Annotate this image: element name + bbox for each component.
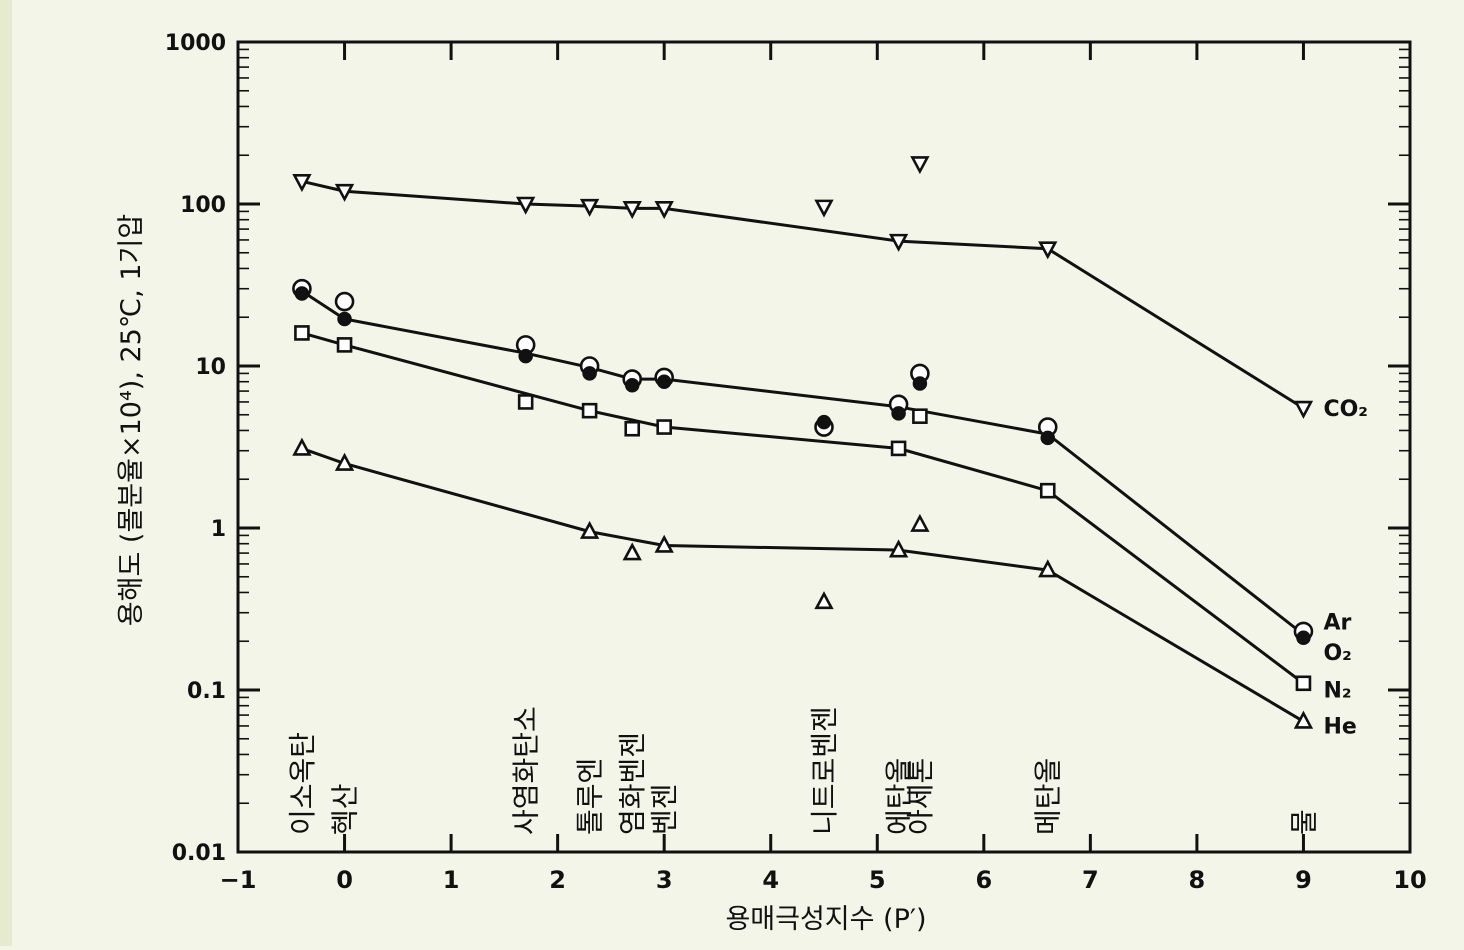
series-label: Ar <box>1323 610 1351 635</box>
solvent-label: 염화벤젠 <box>616 732 649 835</box>
data-point <box>814 199 834 218</box>
data-point <box>656 374 672 389</box>
data-point <box>1038 559 1058 578</box>
data-point <box>622 542 642 561</box>
solvent-label: 이소옥탄 <box>286 732 319 835</box>
solvent-label: 물 <box>1287 809 1320 835</box>
series-label: O₂ <box>1323 641 1351 666</box>
data-point <box>656 419 672 435</box>
x-tick-label: 5 <box>869 866 886 894</box>
data-point <box>337 311 352 327</box>
data-point <box>579 520 600 539</box>
data-point <box>1296 630 1311 646</box>
y-axis-title: 용해도 (몰분율×10⁴), 25℃, 1기압 <box>116 214 147 626</box>
solvent-label: 벤젠 <box>648 783 681 835</box>
x-tick-label: 10 <box>1393 866 1426 894</box>
y-tick-label: 0.1 <box>187 679 226 704</box>
data-point <box>516 196 536 215</box>
data-point <box>910 513 930 532</box>
x-tick-label: 2 <box>549 866 566 894</box>
data-point <box>292 174 312 193</box>
solvent-label: 니트로벤젠 <box>808 706 841 835</box>
data-point <box>888 233 909 252</box>
y-tick-label: 1 <box>211 517 226 542</box>
data-point <box>1040 430 1055 446</box>
series-label: N₂ <box>1323 678 1351 703</box>
left-decorative-strip <box>0 0 12 946</box>
x-tick-label: −1 <box>220 866 257 894</box>
data-point <box>294 325 310 341</box>
data-point <box>624 378 640 393</box>
data-point <box>334 183 355 202</box>
data-point <box>1039 482 1056 499</box>
y-tick-label: 1000 <box>165 31 226 56</box>
data-point <box>1038 241 1058 260</box>
data-point <box>579 198 600 217</box>
data-point <box>910 156 930 175</box>
solvent-label: 사염화탄소 <box>510 706 543 835</box>
x-tick-label: 1 <box>443 866 460 894</box>
data-point <box>624 420 641 437</box>
data-point <box>581 402 598 419</box>
data-point <box>582 366 597 381</box>
data-marks-layer <box>292 156 1314 729</box>
y-tick-label: 100 <box>180 193 226 218</box>
data-point <box>292 437 312 456</box>
data-point <box>912 408 928 424</box>
y-tick-label: 0.01 <box>172 841 226 866</box>
x-tick-label: 6 <box>975 866 992 894</box>
solvent-label: 톨루엔 <box>574 758 607 835</box>
solvent-label: 헥산 <box>329 783 362 835</box>
series-label: CO₂ <box>1323 397 1367 422</box>
x-tick-label: 3 <box>656 866 673 894</box>
data-point <box>336 337 353 353</box>
data-point <box>816 414 832 430</box>
data-point <box>888 539 909 558</box>
data-point <box>1295 675 1312 692</box>
solvent-label: 메탄올 <box>1032 758 1065 835</box>
data-point <box>912 376 928 391</box>
data-point <box>1293 710 1314 729</box>
data-point <box>814 591 834 610</box>
data-point <box>334 291 355 312</box>
series-label: He <box>1323 714 1356 739</box>
data-point <box>1293 400 1314 419</box>
data-point <box>622 201 642 220</box>
data-point <box>294 286 310 301</box>
x-axis-title: 용매극성지수 (P′) <box>725 904 926 935</box>
data-point <box>518 348 533 364</box>
labels-layer: −1 0 1 2 3 4 5 6 7 8 9 10 0.01 0.1 1 10 100 1000 CO₂ Ar O₂ N₂… <box>165 31 1427 894</box>
x-tick-label: 8 <box>1189 866 1206 894</box>
x-tick-label: 0 <box>336 866 353 894</box>
data-point <box>654 534 674 553</box>
data-point <box>654 201 674 220</box>
x-tick-label: 7 <box>1082 866 1099 894</box>
y-tick-label: 10 <box>195 355 226 380</box>
plot-frame <box>236 40 1412 854</box>
data-point <box>517 394 534 410</box>
solvent-label: 에탄올 <box>883 758 916 835</box>
data-point <box>890 440 907 457</box>
x-tick-label: 4 <box>762 866 779 894</box>
x-tick-label: 9 <box>1295 866 1312 894</box>
axes-layer <box>236 40 1412 854</box>
solvent-label: 아세톤 <box>904 758 937 835</box>
data-point <box>334 452 355 471</box>
data-point <box>891 406 906 421</box>
